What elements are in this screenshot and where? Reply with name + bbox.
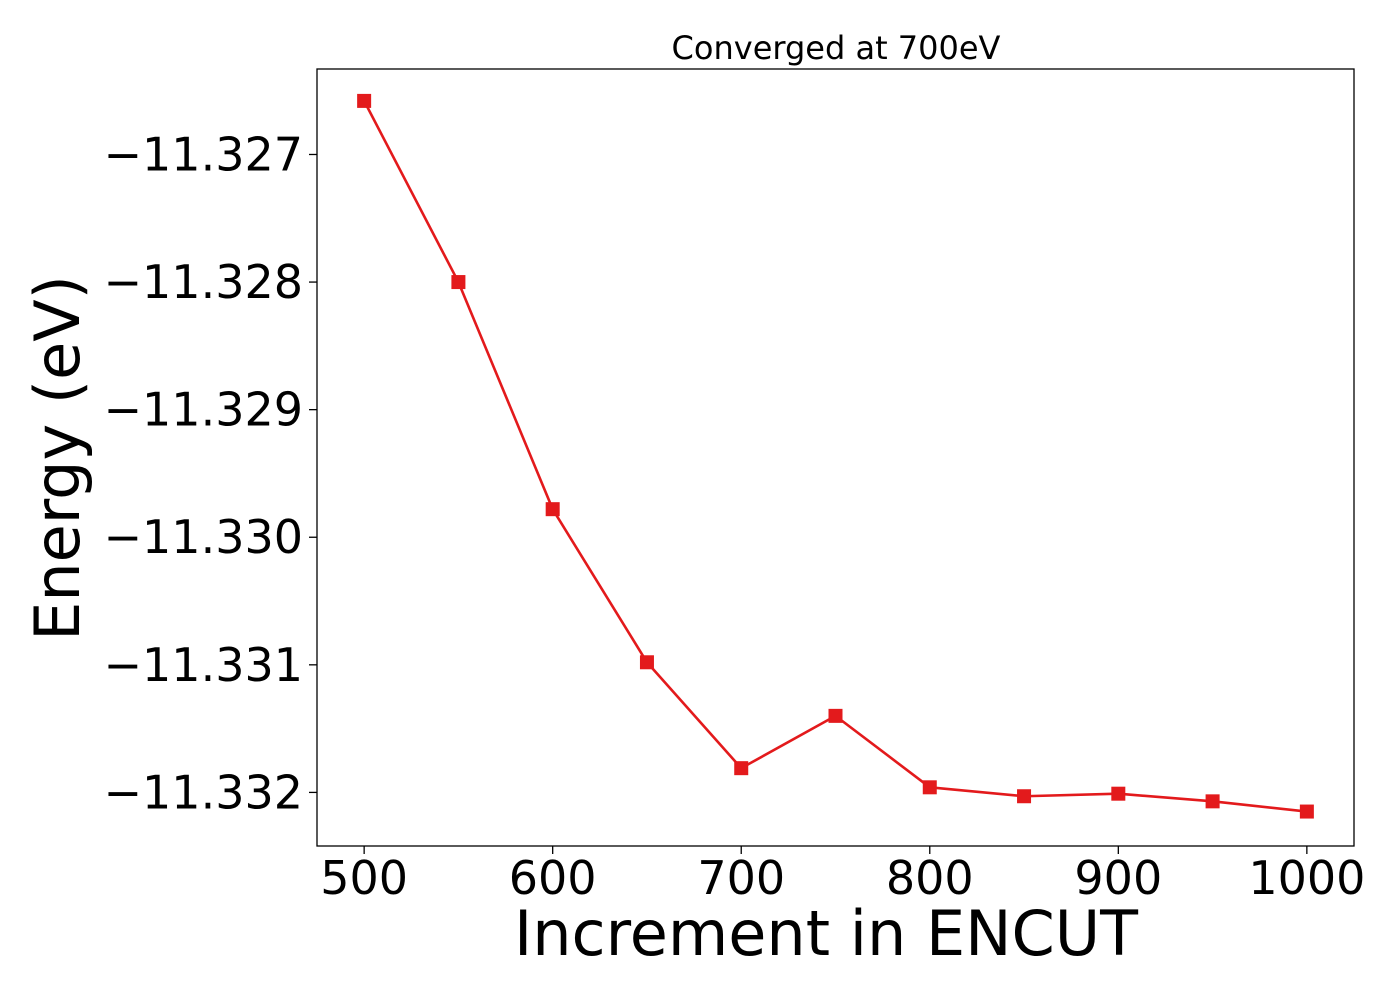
data-point (545, 502, 560, 517)
x-tick-label: 600 (509, 851, 597, 905)
data-point (734, 761, 749, 776)
data-point (1111, 786, 1126, 801)
data-point (1205, 794, 1220, 809)
data-point (639, 655, 654, 670)
x-tick-label: 1000 (1248, 851, 1365, 905)
data-point (828, 708, 843, 723)
y-tick-label: −11.328 (104, 255, 304, 309)
x-axis-title: Increment in ENCUT (514, 897, 1139, 970)
data-point (922, 780, 937, 795)
x-tick-label: 900 (1074, 851, 1162, 905)
plot-area (357, 93, 1314, 819)
axes: 500 600 700 800 900 1000 −11.327 −11.328 −11.329… (104, 127, 1366, 905)
data-point (357, 93, 372, 108)
y-tick-label: −11.331 (104, 638, 304, 692)
x-tick-label: 500 (320, 851, 408, 905)
y-tick-label: −11.329 (104, 383, 304, 437)
y-tick-label: −11.327 (104, 127, 304, 181)
plot-frame (316, 68, 1355, 847)
x-tick-label: 800 (886, 851, 974, 905)
y-tick-label: −11.330 (104, 510, 304, 564)
data-point (451, 275, 466, 290)
data-point (1017, 789, 1032, 804)
y-tick-label: −11.332 (104, 765, 304, 819)
data-point (1299, 804, 1314, 819)
x-tick-label: 700 (697, 851, 785, 905)
y-axis-title: Energy (eV) (21, 275, 94, 641)
chart-title: Converged at 700eV (672, 29, 1001, 67)
